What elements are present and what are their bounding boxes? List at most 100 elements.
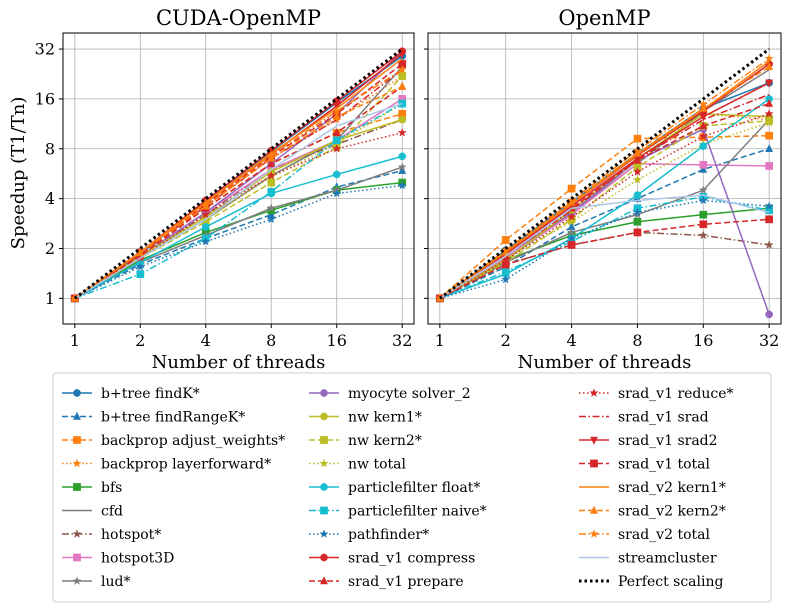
series-line [74, 85, 403, 299]
data-point [764, 201, 774, 211]
data-point [397, 180, 407, 190]
data-point [765, 98, 774, 107]
legend-label: srad_v1 srad2 [618, 433, 718, 449]
series-line [74, 102, 403, 300]
series-line [74, 184, 403, 300]
legend-marker [589, 529, 599, 538]
legend-marker [319, 458, 329, 468]
legend-marker [320, 553, 328, 562]
series-line [74, 102, 403, 299]
x-tick-label: 8 [266, 331, 276, 350]
data-point [501, 274, 511, 284]
legend-label: particlefilter naive* [348, 504, 487, 520]
legend-marker [590, 459, 598, 468]
data-point [398, 50, 407, 59]
data-point [266, 214, 276, 224]
data-point [332, 188, 342, 198]
data-point [501, 260, 510, 269]
series-line [74, 181, 403, 299]
data-point [764, 53, 774, 63]
legend-label: nw kern1* [348, 410, 422, 426]
series-line [439, 119, 770, 299]
data-point [398, 72, 407, 80]
legend-label: backprop layerforward* [101, 457, 271, 473]
panel-title: OpenMP [558, 6, 650, 30]
data-point [566, 216, 577, 226]
x-tick-label: 8 [632, 331, 642, 350]
data-point [332, 127, 341, 136]
legend-marker [320, 436, 328, 444]
data-point [765, 162, 773, 170]
data-point [699, 142, 708, 150]
legend-marker [72, 458, 82, 468]
legend-label: srad_v1 srad [618, 410, 709, 426]
y-tick-label: 8 [45, 139, 55, 158]
data-point [632, 207, 643, 217]
data-point [397, 64, 407, 74]
legend-label: b+tree findK* [101, 386, 200, 402]
data-point [501, 236, 510, 244]
data-point [397, 127, 407, 137]
data-point [765, 310, 773, 319]
series-line [439, 120, 770, 299]
panel-openmp: 1 2 4 8 16 32 OpenMP Number of threads [424, 6, 782, 373]
legend-label: lud* [101, 574, 130, 590]
legend-label: streamcluster [618, 551, 717, 567]
data-point [699, 160, 708, 169]
series-line [74, 169, 403, 300]
legend-label: nw kern2* [348, 433, 422, 449]
data-point [501, 267, 510, 276]
data-point [398, 81, 407, 90]
data-point [397, 162, 407, 172]
data-point [633, 134, 642, 143]
data-point [633, 191, 642, 199]
data-point [332, 111, 341, 120]
y-axis-label: Speedup (T1/Tn) [8, 97, 29, 250]
x-tick-label: 4 [201, 331, 211, 350]
x-tick-label: 32 [392, 331, 412, 350]
legend-marker [320, 412, 328, 421]
legend: b+tree findK* b+tree findRangeK* backprop … [52, 372, 772, 603]
plot-frame [62, 32, 415, 325]
data-point [332, 106, 342, 116]
data-point [764, 240, 774, 249]
data-point [633, 217, 642, 226]
x-tick-label: 32 [759, 331, 779, 350]
data-point [765, 62, 774, 71]
y-tick-label: 1 [45, 289, 55, 308]
legend-box [52, 372, 772, 603]
panel-cuda-openmp: 1 2 4 8 16 32 1 2 4 8 16 32 CUDA-OpenMP Number of thr… [35, 6, 415, 373]
data-point [698, 99, 708, 109]
x-axis-label: Number of threads [152, 352, 326, 373]
legend-label: Perfect scaling [618, 574, 723, 590]
legend-marker [589, 505, 599, 514]
legend-marker [320, 389, 328, 397]
panel-title: CUDA-OpenMP [156, 6, 321, 30]
series-line [439, 194, 770, 299]
legend-label: bfs [101, 480, 122, 496]
series-line [439, 134, 770, 299]
data-point [699, 210, 708, 219]
data-point [332, 143, 342, 153]
data-point [699, 103, 708, 112]
data-point [632, 174, 643, 184]
series-line [439, 98, 770, 300]
data-point [699, 113, 708, 122]
legend-marker [73, 436, 81, 444]
data-point [698, 195, 708, 205]
legend-marker [72, 576, 82, 585]
series-line [439, 148, 770, 300]
legend-label: hotspot* [101, 527, 161, 543]
y-tick-label: 2 [45, 239, 55, 258]
data-point [332, 170, 341, 179]
series-line [439, 121, 770, 299]
data-point [764, 108, 774, 118]
legend-marker [72, 411, 82, 420]
legend-label: b+tree findRangeK* [101, 410, 245, 426]
legend-marker [319, 576, 329, 585]
data-point [266, 150, 276, 160]
data-point [136, 270, 145, 278]
series-line [74, 69, 403, 299]
legend-marker [589, 436, 599, 445]
legend-marker [73, 483, 81, 491]
